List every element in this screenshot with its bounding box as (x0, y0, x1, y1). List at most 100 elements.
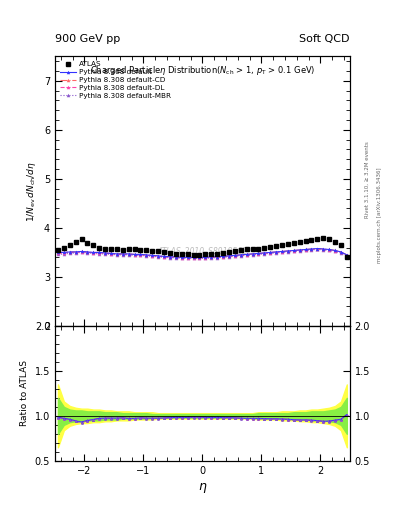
Text: mcplots.cern.ch [arXiv:1306.3436]: mcplots.cern.ch [arXiv:1306.3436] (377, 167, 382, 263)
Pythia 8.308 default-CD (315, 245, 320, 251)
Pythia 8.308 default-DL (79, 249, 84, 255)
Pythia 8.308 default-CD (127, 251, 131, 257)
ATLAS (250, 246, 255, 252)
ATLAS (62, 244, 66, 250)
Pythia 8.308 default-CD (203, 254, 208, 261)
Pythia 8.308 default-CD (103, 250, 108, 256)
Pythia 8.308 default (197, 254, 202, 261)
Pythia 8.308 default-MBR (292, 248, 296, 254)
Pythia 8.308 default-DL (333, 248, 338, 254)
ATLAS (138, 247, 143, 253)
Pythia 8.308 default (344, 252, 349, 258)
Pythia 8.308 default-CD (233, 252, 237, 259)
ATLAS (97, 244, 101, 250)
Pythia 8.308 default-MBR (315, 246, 320, 252)
Pythia 8.308 default-DL (174, 254, 178, 261)
Pythia 8.308 default-MBR (120, 252, 125, 258)
Pythia 8.308 default-DL (280, 249, 285, 255)
Pythia 8.308 default-DL (274, 249, 278, 255)
Text: Soft QCD: Soft QCD (299, 33, 350, 44)
ATLAS (215, 251, 220, 257)
ATLAS (68, 242, 72, 248)
Pythia 8.308 default (238, 252, 243, 258)
Pythia 8.308 default-CD (238, 252, 243, 258)
Pythia 8.308 default-DL (97, 250, 101, 256)
ATLAS (150, 248, 155, 254)
Pythia 8.308 default (233, 252, 237, 259)
Pythia 8.308 default-CD (280, 248, 285, 254)
Text: 900 GeV pp: 900 GeV pp (55, 33, 120, 44)
Pythia 8.308 default-MBR (233, 253, 237, 260)
Pythia 8.308 default-DL (120, 251, 125, 258)
ATLAS (174, 251, 178, 257)
Pythia 8.308 default-MBR (144, 253, 149, 259)
Pythia 8.308 default-CD (85, 249, 90, 255)
Pythia 8.308 default-CD (298, 247, 302, 253)
Pythia 8.308 default (250, 251, 255, 257)
ATLAS (108, 246, 114, 252)
Pythia 8.308 default (68, 249, 72, 255)
Pythia 8.308 default-CD (132, 251, 137, 258)
Pythia 8.308 default (85, 249, 90, 255)
Pythia 8.308 default-CD (191, 254, 196, 261)
Pythia 8.308 default (227, 253, 231, 259)
ATLAS (244, 246, 249, 252)
Pythia 8.308 default-MBR (321, 247, 326, 253)
Pythia 8.308 default-CD (62, 249, 66, 255)
Pythia 8.308 default-CD (120, 251, 125, 257)
ATLAS (315, 236, 320, 242)
Pythia 8.308 default-MBR (280, 249, 285, 255)
Pythia 8.308 default (174, 254, 178, 260)
Pythia 8.308 default (132, 251, 137, 258)
Pythia 8.308 default (115, 251, 119, 257)
Pythia 8.308 default-MBR (168, 255, 173, 261)
Pythia 8.308 default-DL (203, 255, 208, 261)
Pythia 8.308 default-DL (250, 251, 255, 258)
Pythia 8.308 default-CD (150, 252, 155, 259)
Pythia 8.308 default-CD (79, 248, 84, 254)
Pythia 8.308 default (56, 249, 61, 255)
Pythia 8.308 default-CD (244, 251, 249, 258)
Pythia 8.308 default-MBR (285, 249, 290, 255)
Pythia 8.308 default-CD (274, 249, 278, 255)
Pythia 8.308 default-MBR (309, 247, 314, 253)
ATLAS (144, 247, 149, 253)
Pythia 8.308 default-CD (209, 254, 214, 260)
Pythia 8.308 default-CD (91, 249, 96, 255)
Pythia 8.308 default-CD (262, 250, 267, 256)
Pythia 8.308 default-CD (303, 246, 308, 252)
ATLAS (227, 249, 231, 255)
Pythia 8.308 default (120, 251, 125, 257)
Pythia 8.308 default (79, 248, 84, 254)
Pythia 8.308 default-MBR (132, 252, 137, 259)
Pythia 8.308 default-CD (321, 246, 326, 252)
Pythia 8.308 default (191, 254, 196, 261)
Pythia 8.308 default (221, 253, 226, 260)
Pythia 8.308 default-DL (344, 252, 349, 259)
Pythia 8.308 default (203, 254, 208, 261)
Pythia 8.308 default-MBR (274, 250, 278, 256)
Pythia 8.308 default (162, 253, 167, 260)
Pythia 8.308 default-CD (115, 251, 119, 257)
Pythia 8.308 default-DL (298, 247, 302, 253)
ATLAS (73, 239, 78, 245)
Pythia 8.308 default (144, 252, 149, 258)
Pythia 8.308 default-DL (197, 255, 202, 261)
Pythia 8.308 default-CD (97, 249, 101, 255)
ATLAS (344, 254, 349, 261)
ATLAS (339, 242, 343, 248)
Pythia 8.308 default-DL (268, 250, 273, 256)
Pythia 8.308 default-DL (68, 249, 72, 255)
Pythia 8.308 default-DL (62, 250, 66, 256)
Pythia 8.308 default-MBR (156, 254, 161, 260)
Pythia 8.308 default-CD (180, 254, 184, 261)
Pythia 8.308 default-CD (250, 251, 255, 257)
Pythia 8.308 default-MBR (221, 254, 226, 261)
ATLAS (309, 237, 314, 243)
ATLAS (262, 244, 267, 250)
Pythia 8.308 default-CD (156, 253, 161, 259)
Pythia 8.308 default-CD (227, 253, 231, 259)
Pythia 8.308 default-MBR (256, 251, 261, 258)
Pythia 8.308 default-CD (256, 250, 261, 257)
Pythia 8.308 default-MBR (262, 251, 267, 257)
